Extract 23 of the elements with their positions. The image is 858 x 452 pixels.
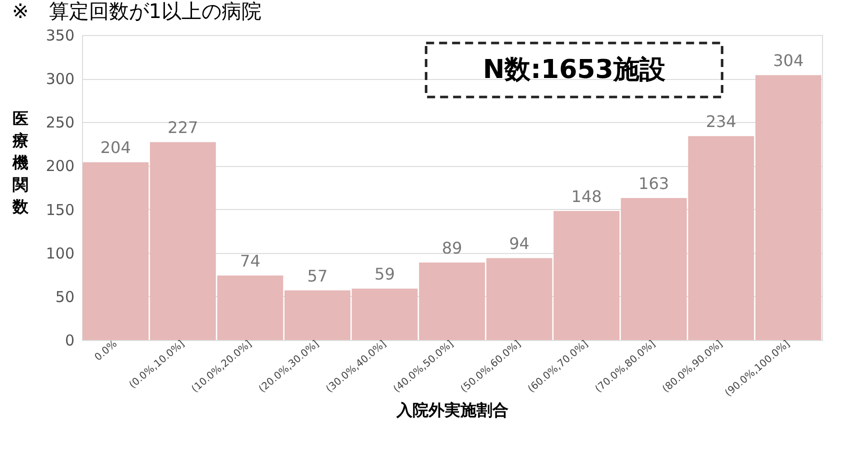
y-tick-label: 200 xyxy=(46,157,74,176)
y-axis-title: 医療機関数 xyxy=(12,109,30,216)
data-label: 148 xyxy=(571,187,602,206)
data-label: 59 xyxy=(374,264,395,284)
y-tick-label: 300 xyxy=(46,70,74,88)
data-label: 234 xyxy=(706,112,736,132)
y-tick-label: 350 xyxy=(46,26,74,44)
chart-title: ※ 算定回数が1以上の病院 xyxy=(12,0,262,23)
data-label: 89 xyxy=(442,238,462,258)
y-tick-label: 150 xyxy=(46,200,74,219)
y-tick-label: 50 xyxy=(55,288,74,306)
y-tick-label: 100 xyxy=(46,244,74,262)
data-label: 304 xyxy=(773,51,804,70)
x-axis-title: 入院外実施割合 xyxy=(396,400,508,420)
data-label: 204 xyxy=(100,138,131,158)
annotation: N数:1653施設 xyxy=(482,55,666,85)
data-label: 74 xyxy=(240,252,260,271)
data-label: 163 xyxy=(638,174,670,193)
data-label: 57 xyxy=(307,266,328,286)
y-tick-label: 250 xyxy=(46,114,74,132)
y-tick-label: 0 xyxy=(64,332,74,350)
data-label: 227 xyxy=(168,118,198,138)
data-label: 94 xyxy=(509,234,530,254)
